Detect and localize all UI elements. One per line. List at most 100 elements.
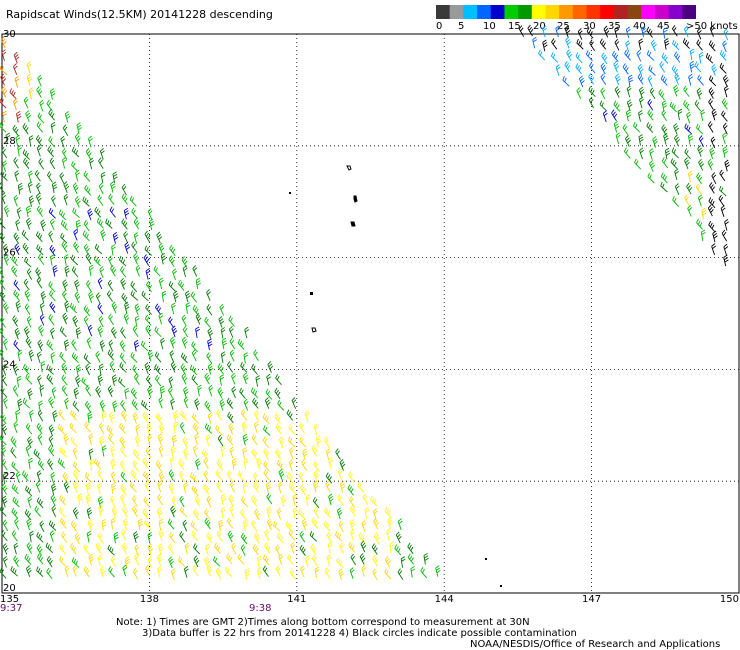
west-swath — [0, 36, 441, 581]
wind-barb — [86, 507, 93, 519]
wind-barb — [88, 264, 94, 277]
wind-barb — [252, 397, 259, 409]
wind-barb — [157, 493, 164, 506]
wind-barb — [170, 568, 176, 581]
wind-barb — [169, 336, 176, 349]
wind-barb — [40, 291, 47, 303]
wind-barb — [134, 303, 141, 316]
wind-barb — [28, 457, 33, 470]
wind-barb — [182, 265, 188, 278]
wind-barb — [311, 444, 318, 457]
time-label: 9:38 — [249, 603, 271, 614]
wind-barb — [0, 278, 6, 290]
wind-barb — [206, 304, 213, 316]
wind-barb — [698, 135, 704, 147]
wind-barb — [231, 458, 238, 470]
wind-barb — [277, 399, 285, 411]
wind-barb — [240, 544, 246, 556]
wind-barb — [142, 508, 149, 520]
wind-barb — [88, 291, 94, 303]
wind-barb — [179, 495, 185, 508]
wind-barb — [183, 482, 189, 494]
wind-barb — [254, 532, 260, 544]
wind-barb — [26, 61, 32, 74]
wind-barb — [29, 410, 34, 422]
wind-barb — [85, 148, 92, 160]
legend-label: 20 — [533, 21, 546, 32]
wind-barb — [83, 220, 90, 232]
island — [289, 192, 291, 194]
wind-barb — [1, 529, 8, 542]
wind-barb — [69, 422, 77, 434]
wind-barb — [33, 449, 41, 460]
wind-barb — [722, 74, 729, 87]
wind-barb — [239, 387, 246, 399]
wind-barb — [721, 98, 728, 110]
wind-barb — [159, 385, 166, 398]
wind-barb — [179, 422, 186, 434]
wind-barb — [47, 171, 53, 183]
wind-barb — [203, 457, 209, 470]
wind-barb — [589, 62, 596, 74]
wind-barb — [349, 495, 355, 508]
wind-barb — [83, 243, 90, 256]
wind-barb — [278, 468, 285, 481]
wind-barb — [50, 327, 55, 340]
wind-barb — [291, 397, 297, 409]
wind-barb — [158, 518, 164, 531]
wind-barb — [626, 99, 633, 112]
wind-barb — [674, 51, 681, 63]
wind-barb — [48, 136, 55, 148]
wind-barb — [622, 124, 629, 136]
wind-barb — [724, 159, 730, 172]
wind-barb — [98, 504, 104, 517]
wind-barb — [110, 445, 116, 458]
wind-barb — [250, 387, 259, 399]
wind-barb — [0, 232, 5, 244]
wind-barb — [696, 27, 702, 40]
wind-barb — [84, 472, 93, 483]
wind-barb — [144, 230, 151, 243]
wind-barb — [286, 409, 294, 421]
wind-barb — [2, 110, 7, 123]
wind-barb — [586, 27, 594, 39]
wind-barb — [157, 433, 164, 446]
wind-barb — [70, 520, 77, 532]
wind-barb — [39, 302, 45, 315]
wind-barb — [192, 565, 199, 577]
wind-barb — [143, 254, 150, 266]
legend-label: 40 — [633, 21, 646, 32]
wind-barb — [220, 445, 226, 458]
wind-barb — [123, 207, 130, 220]
wind-barb — [244, 326, 250, 339]
wind-barb — [70, 543, 77, 555]
wind-barb — [133, 252, 140, 265]
wind-barb — [267, 361, 274, 373]
wind-barb — [94, 206, 102, 218]
wind-barb — [696, 39, 703, 51]
wind-barb — [123, 231, 129, 243]
wind-barb — [660, 181, 668, 193]
wind-barb — [158, 445, 164, 458]
wind-barb — [95, 542, 102, 554]
wind-barb — [674, 168, 679, 181]
wind-barb — [278, 436, 285, 449]
wind-barb — [226, 397, 234, 409]
wind-barb — [109, 360, 115, 373]
wind-barb — [24, 257, 32, 268]
wind-barb — [575, 63, 582, 75]
wind-barb — [73, 387, 80, 400]
wind-barb — [37, 112, 45, 124]
wind-barb — [722, 122, 728, 135]
wind-barb — [106, 425, 114, 436]
wind-barb — [697, 194, 703, 207]
island — [346, 165, 352, 171]
wind-barb — [336, 507, 343, 520]
wind-barb — [124, 387, 130, 400]
wind-barb — [64, 265, 70, 278]
wind-barb — [83, 543, 91, 555]
wind-barb — [1, 483, 8, 495]
wind-barb — [132, 505, 139, 517]
wind-barb — [206, 352, 213, 364]
wind-barb — [266, 492, 273, 505]
